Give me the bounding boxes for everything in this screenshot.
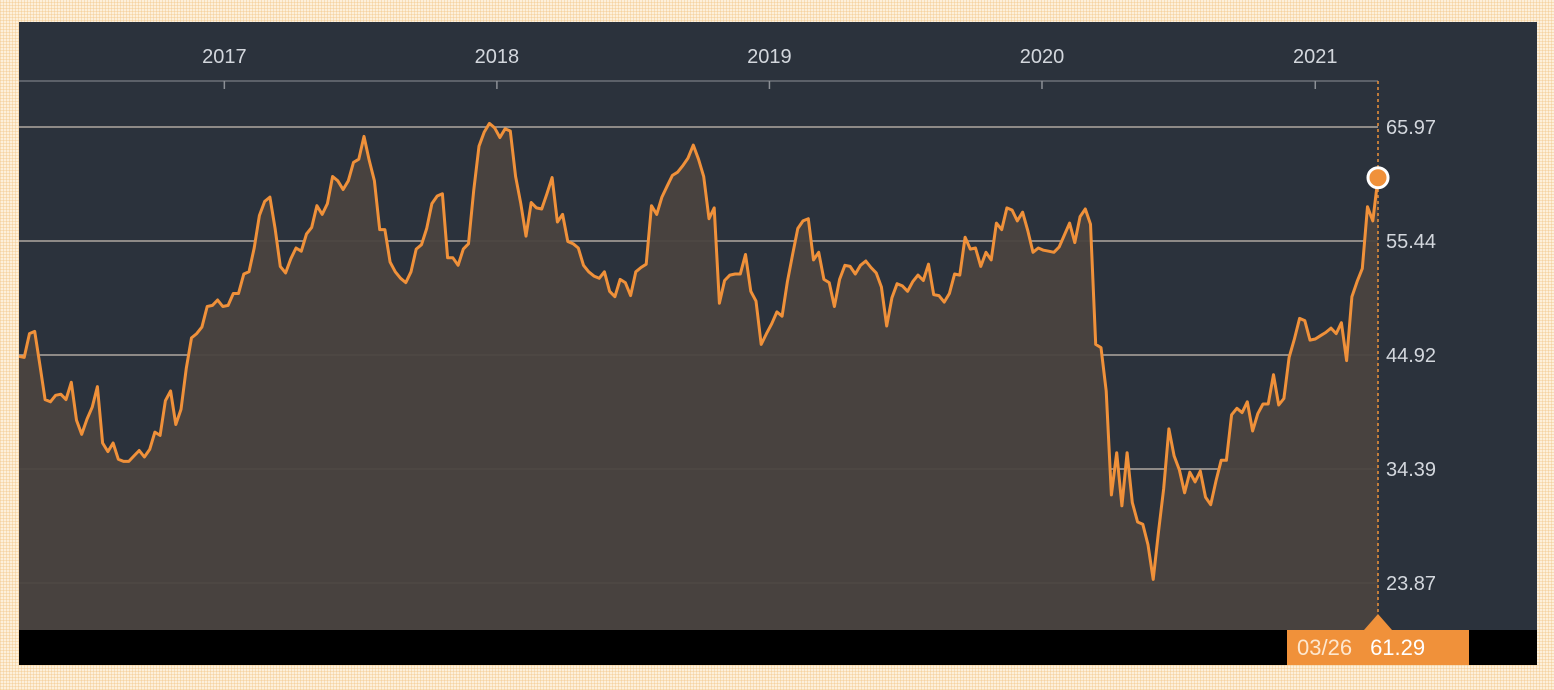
footer-bar [19,630,1537,665]
x-tick-label: 2021 [1293,46,1338,68]
x-tick-label: 2020 [1020,46,1065,68]
chart-panel: 2017 2018 2019 2020 2021 65.97 55.44 44.92 34.3… [19,22,1537,630]
x-tick-label: 2019 [747,46,792,68]
value-readout: 03/26 61.29 [1287,630,1469,665]
line-chart: 2017 2018 2019 2020 2021 65.97 55.44 44.92 34.3… [19,46,1436,630]
readout-date: 03/26 [1297,634,1353,660]
readout-pointer [1364,614,1392,630]
y-tick-label: 34.39 [1386,459,1436,481]
y-tick-label: 44.92 [1386,345,1436,367]
readout-value: 61.29 [1370,634,1426,660]
y-tick-label: 65.97 [1386,117,1436,139]
last-point-marker[interactable] [1366,166,1390,190]
price-series-line [19,121,1380,581]
x-tick-label: 2017 [202,46,247,68]
x-tick-label: 2018 [475,46,520,68]
y-tick-label: 55.44 [1386,231,1436,253]
price-area-fill [19,123,1378,630]
y-axis: 65.97 55.44 44.92 34.39 23.87 [1386,117,1436,595]
y-tick-label: 23.87 [1386,573,1436,595]
x-axis: 2017 2018 2019 2020 2021 [19,46,1378,89]
